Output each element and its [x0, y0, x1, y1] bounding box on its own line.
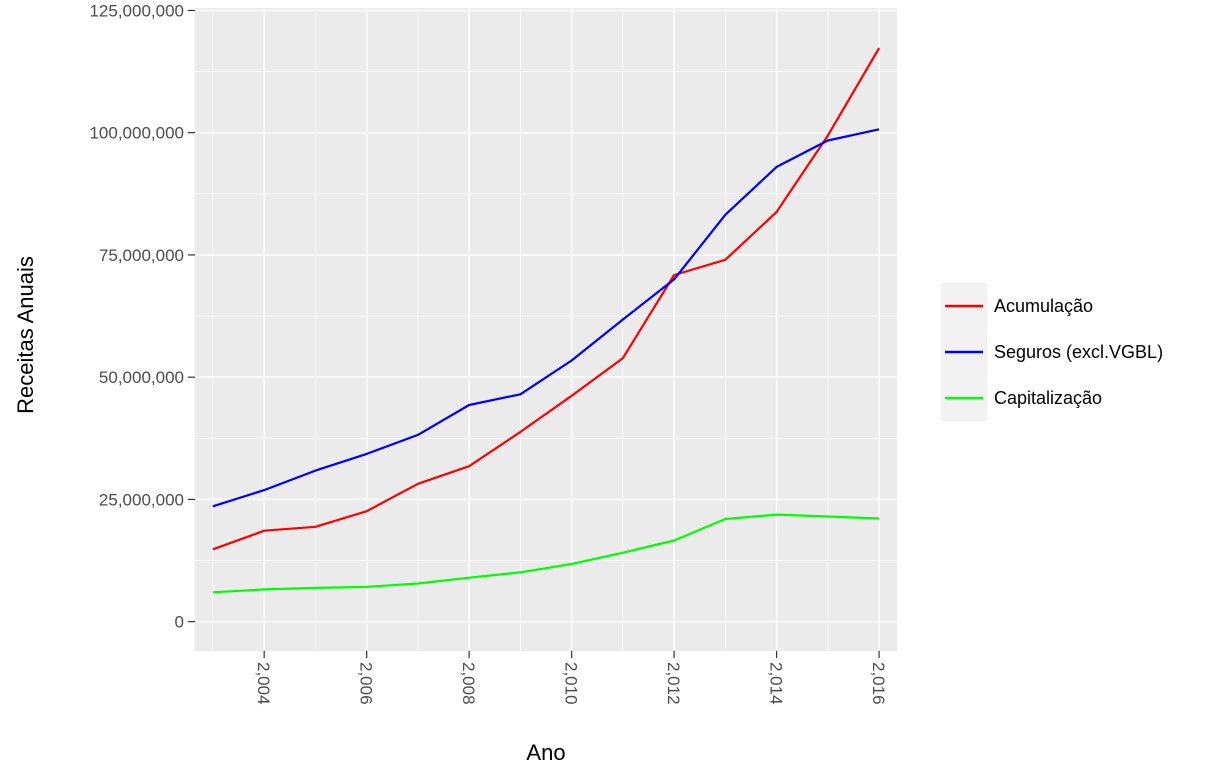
- y-tick-label: 50,000,000: [99, 368, 184, 387]
- plot-panel: [195, 8, 897, 651]
- y-axis-title: Receitas Anuais: [13, 256, 38, 414]
- x-tick-label: 2,008: [459, 662, 478, 705]
- legend-label: Capitalização: [994, 388, 1102, 408]
- legend-label: Seguros (excl.VGBL): [994, 342, 1163, 362]
- minor-gridlines: [195, 8, 897, 651]
- x-tick-label: 2,014: [767, 662, 786, 705]
- y-tick-label: 25,000,000: [99, 490, 184, 509]
- x-tick-label: 2,016: [869, 662, 888, 705]
- major-gridlines: [195, 8, 897, 651]
- x-tick-label: 2,004: [254, 662, 273, 705]
- x-tick-label: 2,006: [357, 662, 376, 705]
- series-line-3: [212, 513, 880, 594]
- x-tick-label: 2,010: [562, 662, 581, 705]
- y-axis: 0 25,000,000 50,000,000 75,000,000 100,000,0…: [89, 1, 195, 632]
- y-tick-label: 0: [175, 613, 184, 632]
- legend-label: Acumulação: [994, 296, 1093, 316]
- y-tick-label: 100,000,000: [89, 124, 184, 143]
- series-lines: [212, 47, 881, 594]
- series-line-1: [212, 47, 881, 551]
- x-axis-title: Ano: [526, 740, 565, 765]
- series-line-2: [212, 128, 880, 508]
- x-tick-label: 2,012: [664, 662, 683, 705]
- y-tick-label: 75,000,000: [99, 246, 184, 265]
- y-tick-label: 125,000,000: [89, 1, 184, 20]
- x-axis: 2,004 2,006 2,008 2,010 2,012 2,014 2,016: [254, 651, 888, 705]
- legend: Acumulação Seguros (excl.VGBL) Capitalizaç…: [941, 283, 1163, 421]
